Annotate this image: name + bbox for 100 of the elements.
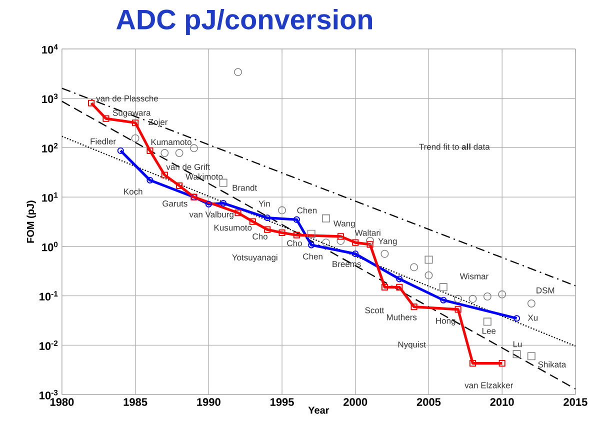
y-tick-label: 10$^{0}$ bbox=[42, 242, 58, 252]
annotation: Chen bbox=[297, 207, 317, 214]
x-tick-label: 2010 bbox=[490, 398, 514, 406]
point bbox=[293, 232, 300, 239]
point bbox=[337, 233, 344, 240]
annotation: Wang bbox=[333, 220, 355, 228]
point bbox=[308, 242, 315, 249]
point bbox=[132, 120, 139, 126]
annotation: Muthers bbox=[386, 314, 417, 320]
x-tick-label: 1995 bbox=[270, 398, 294, 406]
point bbox=[175, 149, 184, 158]
y-tick-label: 10$^{1}$ bbox=[42, 192, 58, 202]
annotation: Trend fit to all data bbox=[419, 144, 490, 150]
point bbox=[396, 284, 403, 291]
point bbox=[381, 284, 388, 291]
point bbox=[352, 239, 359, 246]
point bbox=[366, 237, 374, 246]
annotation: Wakimoto bbox=[186, 174, 223, 180]
point bbox=[219, 178, 228, 187]
point bbox=[352, 250, 359, 258]
point bbox=[439, 283, 448, 292]
x-tick-label: 2015 bbox=[564, 398, 588, 406]
x-axis-title: Year bbox=[308, 406, 330, 414]
annotation: Cho bbox=[287, 240, 302, 246]
point bbox=[498, 360, 506, 367]
point bbox=[410, 304, 418, 310]
x-tick-label: 2005 bbox=[416, 398, 441, 406]
point bbox=[396, 276, 403, 282]
annotation: Lu bbox=[513, 341, 522, 348]
point bbox=[410, 263, 418, 272]
annotation: Nyquist bbox=[398, 341, 426, 350]
point bbox=[249, 218, 256, 226]
annotation: van Elzakker bbox=[464, 382, 514, 389]
point bbox=[513, 315, 520, 322]
annotation: van de Grift bbox=[166, 164, 210, 170]
point bbox=[146, 177, 154, 184]
chart-title: ADC pJ/conversion bbox=[116, 9, 372, 36]
point bbox=[468, 295, 477, 304]
point bbox=[264, 214, 271, 222]
point bbox=[307, 230, 316, 238]
point bbox=[469, 360, 476, 367]
y-tick-label: 10$^{2}$ bbox=[42, 143, 58, 153]
annotation: Fiedler bbox=[90, 138, 116, 145]
annotation: Wismar bbox=[460, 273, 488, 280]
annotation: Lee bbox=[482, 328, 496, 334]
point bbox=[88, 100, 95, 107]
point bbox=[264, 226, 271, 234]
y-axis-title: FOM (pJ) bbox=[26, 200, 36, 243]
point bbox=[336, 237, 345, 246]
y-tick-label: 10$^{-1}$ bbox=[40, 291, 58, 301]
x-tick-label: 1985 bbox=[124, 398, 148, 406]
point bbox=[483, 318, 492, 326]
point bbox=[527, 300, 536, 308]
point bbox=[205, 201, 212, 208]
point bbox=[322, 214, 330, 223]
annotation: Koch bbox=[124, 188, 142, 195]
point bbox=[146, 148, 154, 154]
annotation: Shikata bbox=[538, 361, 566, 368]
point bbox=[380, 250, 389, 258]
point bbox=[190, 144, 198, 152]
annotation: Kumamoto bbox=[151, 139, 192, 146]
annotation: van Valburg bbox=[189, 211, 234, 220]
annotation: Waltari bbox=[354, 230, 380, 236]
point bbox=[161, 172, 168, 179]
point bbox=[176, 182, 183, 190]
annotation: Yotsuyanagi bbox=[232, 254, 278, 262]
annotation: Xu bbox=[528, 315, 538, 321]
annotation: Hong bbox=[436, 318, 456, 326]
point bbox=[293, 216, 300, 224]
y-tick-label: 10$^{4}$ bbox=[42, 44, 58, 54]
point bbox=[498, 290, 506, 299]
point bbox=[234, 210, 242, 216]
x-tick-label: 1980 bbox=[50, 398, 74, 406]
annotation: Garuts bbox=[162, 200, 188, 207]
x-tick-label: 1990 bbox=[197, 398, 220, 406]
point bbox=[512, 350, 521, 358]
point bbox=[220, 200, 227, 207]
point bbox=[117, 148, 124, 154]
point bbox=[160, 149, 169, 158]
point bbox=[102, 115, 110, 122]
point bbox=[278, 230, 286, 236]
annotation: Cho bbox=[252, 233, 268, 240]
point bbox=[440, 297, 447, 304]
annotation: Zojer bbox=[148, 119, 168, 127]
annotation: Yang bbox=[378, 238, 397, 246]
point bbox=[366, 241, 374, 248]
annotation: Breems bbox=[332, 261, 361, 268]
annotation: Yin bbox=[258, 200, 270, 207]
x-tick-label: 2000 bbox=[344, 398, 368, 406]
annotation: Brandt bbox=[232, 184, 258, 192]
point bbox=[454, 295, 462, 304]
annotation: Chen bbox=[303, 253, 322, 260]
annotation: Sugawara bbox=[112, 110, 151, 118]
point bbox=[424, 272, 433, 280]
point bbox=[424, 256, 433, 264]
point bbox=[483, 292, 492, 301]
point bbox=[454, 306, 462, 313]
annotation: Kusumoto bbox=[214, 224, 252, 231]
point bbox=[278, 206, 286, 215]
y-tick-label: 10$^{3}$ bbox=[42, 94, 58, 104]
